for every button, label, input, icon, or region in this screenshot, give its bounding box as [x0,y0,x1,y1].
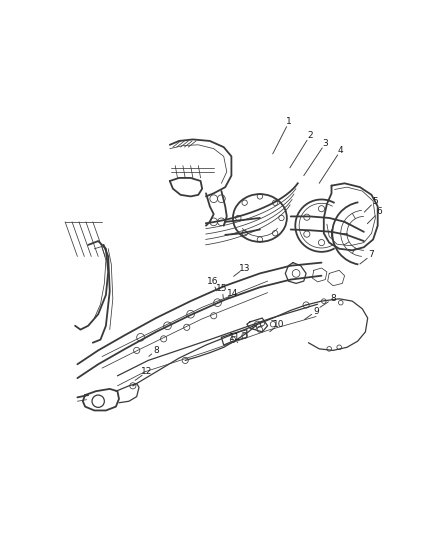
Circle shape [318,206,325,212]
Text: 4: 4 [338,146,343,155]
Circle shape [303,302,309,308]
Text: 12: 12 [141,367,152,376]
Text: 11: 11 [229,333,240,342]
Circle shape [304,214,310,220]
Text: 5: 5 [373,197,378,206]
Circle shape [254,321,261,327]
Text: 2: 2 [307,131,313,140]
Text: 7: 7 [369,251,374,260]
Text: 13: 13 [239,263,250,272]
Text: 3: 3 [322,139,328,148]
Text: 8: 8 [153,346,159,355]
Text: 15: 15 [216,284,228,293]
Text: 8: 8 [330,294,336,303]
Circle shape [318,239,325,246]
Text: 10: 10 [273,320,285,329]
Text: 14: 14 [227,289,239,298]
Text: 16: 16 [207,277,219,286]
Text: 9: 9 [313,306,319,316]
Circle shape [304,231,310,237]
Circle shape [130,383,136,389]
Circle shape [182,357,188,364]
Text: 6: 6 [376,207,382,216]
Text: 1: 1 [286,117,292,126]
